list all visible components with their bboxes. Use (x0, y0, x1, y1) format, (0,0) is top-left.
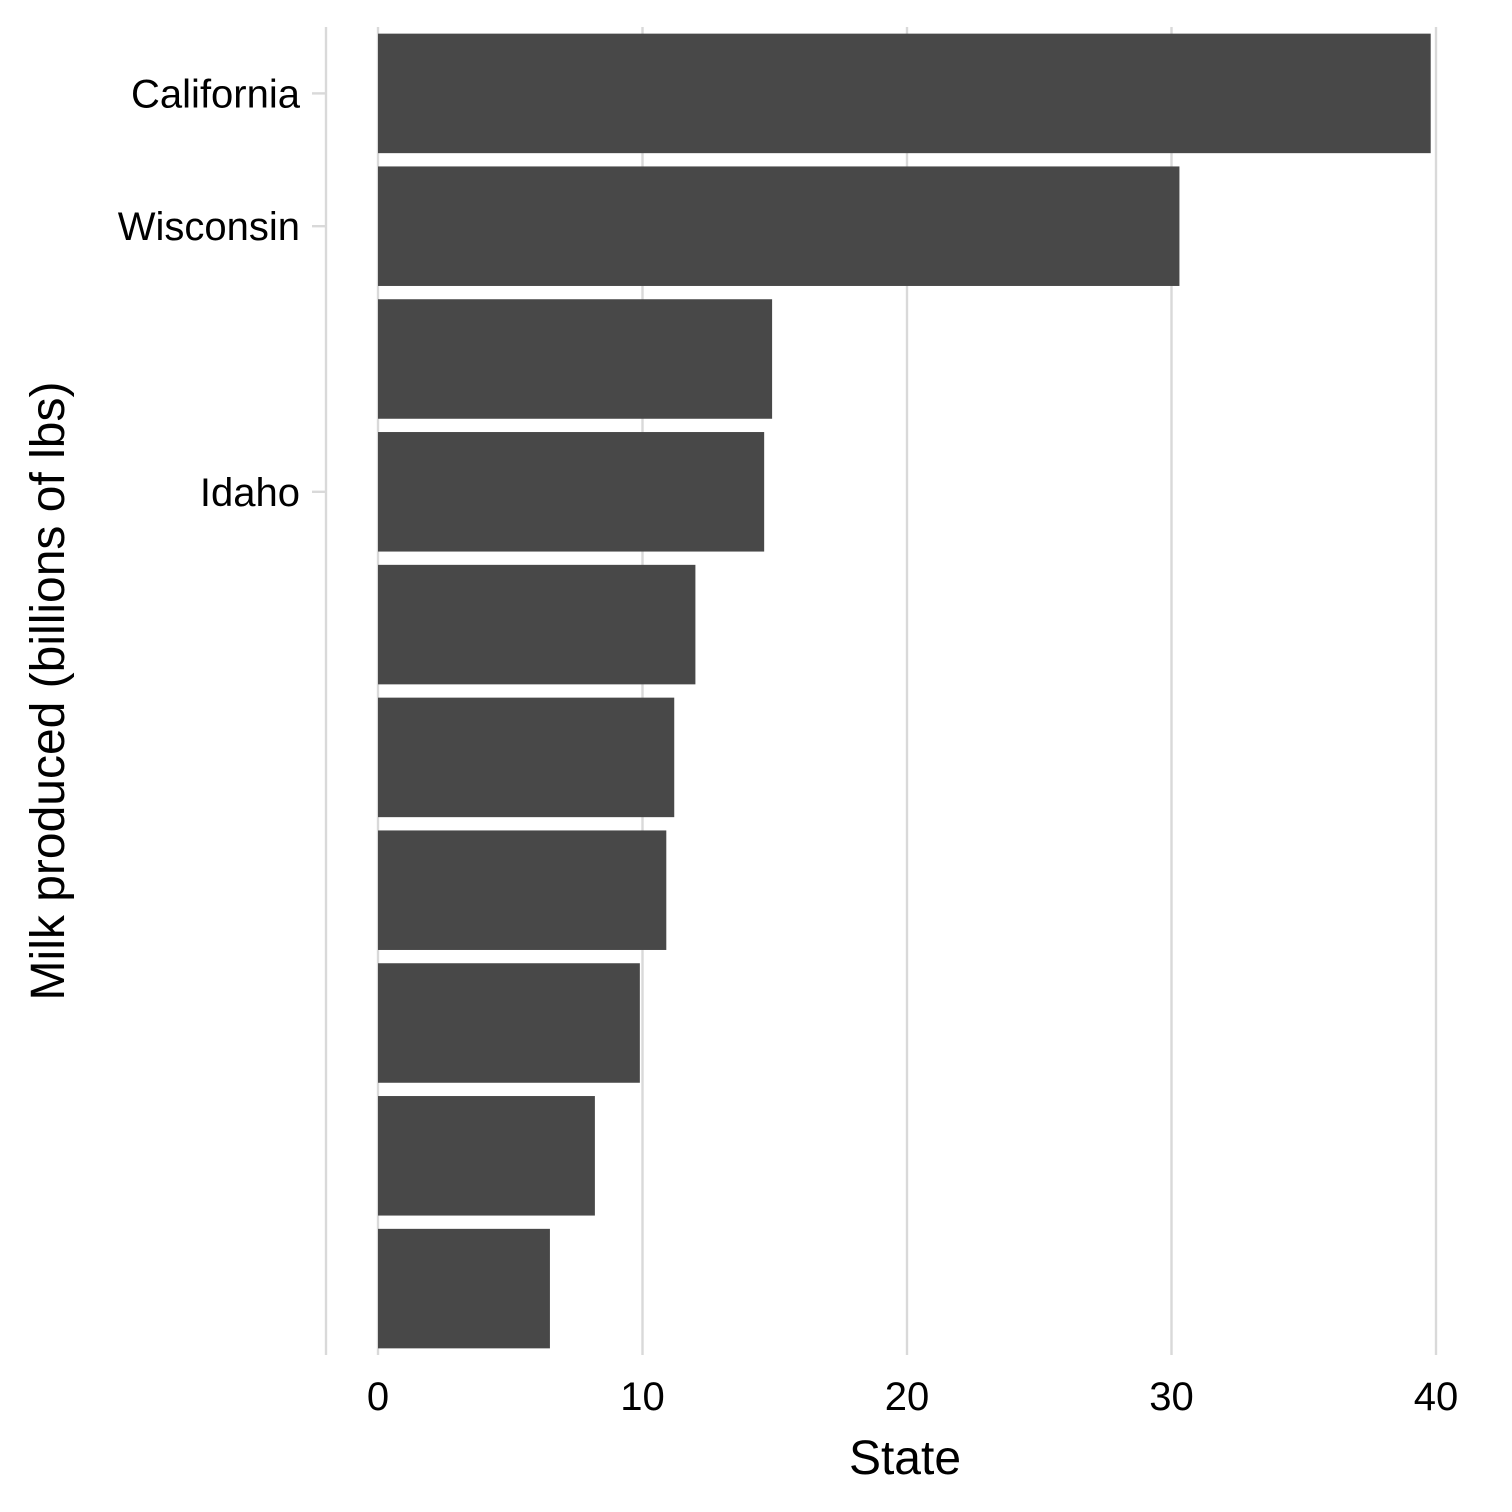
x-tick-label: 20 (885, 1375, 930, 1419)
y-tick-label: California (131, 72, 301, 116)
y-tick-label: Wisconsin (118, 205, 300, 249)
x-tick-label: 10 (620, 1375, 665, 1419)
bars (378, 33, 1431, 1349)
bar (378, 564, 696, 685)
x-tick-label: 30 (1149, 1375, 1194, 1419)
x-tick-label: 0 (367, 1375, 389, 1419)
x-axis-ticks: 0 10 20 30 40 (367, 1375, 1458, 1419)
bar (378, 1096, 595, 1216)
bar (378, 963, 640, 1083)
bar (378, 697, 675, 818)
y-axis-title: Milk produced (billions of lbs) (22, 382, 75, 1001)
bar (378, 299, 773, 419)
bar (378, 1228, 550, 1349)
y-tick-label: Idaho (200, 471, 300, 515)
x-axis-title: State (849, 1432, 961, 1485)
bar (378, 432, 765, 552)
bar (378, 830, 667, 950)
y-axis-ticks: California Wisconsin Idaho (118, 72, 326, 515)
bar (378, 166, 1180, 286)
bar (378, 33, 1431, 154)
x-tick-label: 40 (1414, 1375, 1459, 1419)
